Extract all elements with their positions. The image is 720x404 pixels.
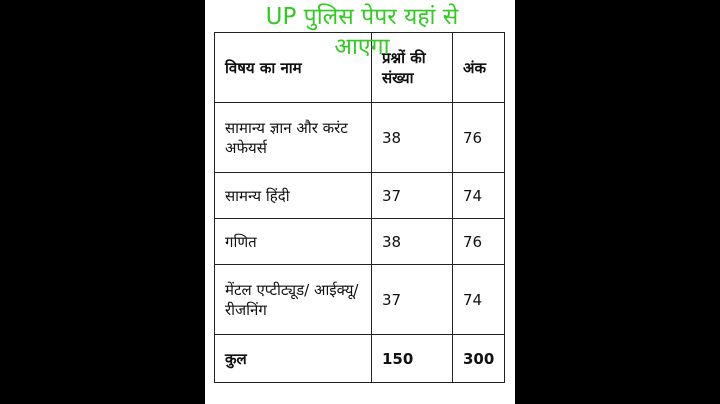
row-subject: गणित	[214, 218, 372, 265]
syllabus-table: विषय का नाम प्रश्नों की संख्या अंक सामान…	[214, 32, 506, 383]
row-questions: 37	[371, 172, 453, 219]
table-row: मेंटल एप्टीट्यूड/ आईक्यू/रीजनिंग 37 74	[214, 264, 506, 335]
table-row: सामान्य ज्ञान और करंट अफेयर्स 38 76	[214, 102, 506, 173]
row-subject: मेंटल एप्टीट्यूड/ आईक्यू/रीजनिंग	[214, 264, 372, 335]
row-subject: सामान्य ज्ञान और करंट अफेयर्स	[214, 102, 372, 173]
row-questions: 38	[371, 102, 453, 173]
table-row: सामन्य हिंदी 37 74	[214, 172, 506, 219]
row-marks: 76	[451, 218, 506, 265]
header-subject: विषय का नाम	[214, 32, 372, 103]
table-row: गणित 38 76	[214, 218, 506, 265]
header-question-count: प्रश्नों की संख्या	[371, 32, 453, 103]
overlay-title-line1: UP पुलिस पेपर यहां से	[265, 4, 459, 30]
total-marks: 300	[451, 334, 506, 383]
row-subject: सामन्य हिंदी	[214, 172, 372, 219]
row-marks: 74	[451, 264, 506, 335]
total-questions: 150	[371, 334, 453, 383]
total-label: कुल	[214, 334, 372, 383]
table-header-row: विषय का नाम प्रश्नों की संख्या अंक	[214, 32, 506, 103]
row-questions: 38	[371, 218, 453, 265]
row-marks: 74	[451, 172, 506, 219]
total-row: कुल 150 300	[214, 334, 506, 383]
overlay-title: UP पुलिस पेपर यहां से आएगा	[212, 2, 512, 62]
row-marks: 76	[451, 102, 506, 173]
row-questions: 37	[371, 264, 453, 335]
overlay-title-line2: आएगा	[334, 34, 390, 60]
